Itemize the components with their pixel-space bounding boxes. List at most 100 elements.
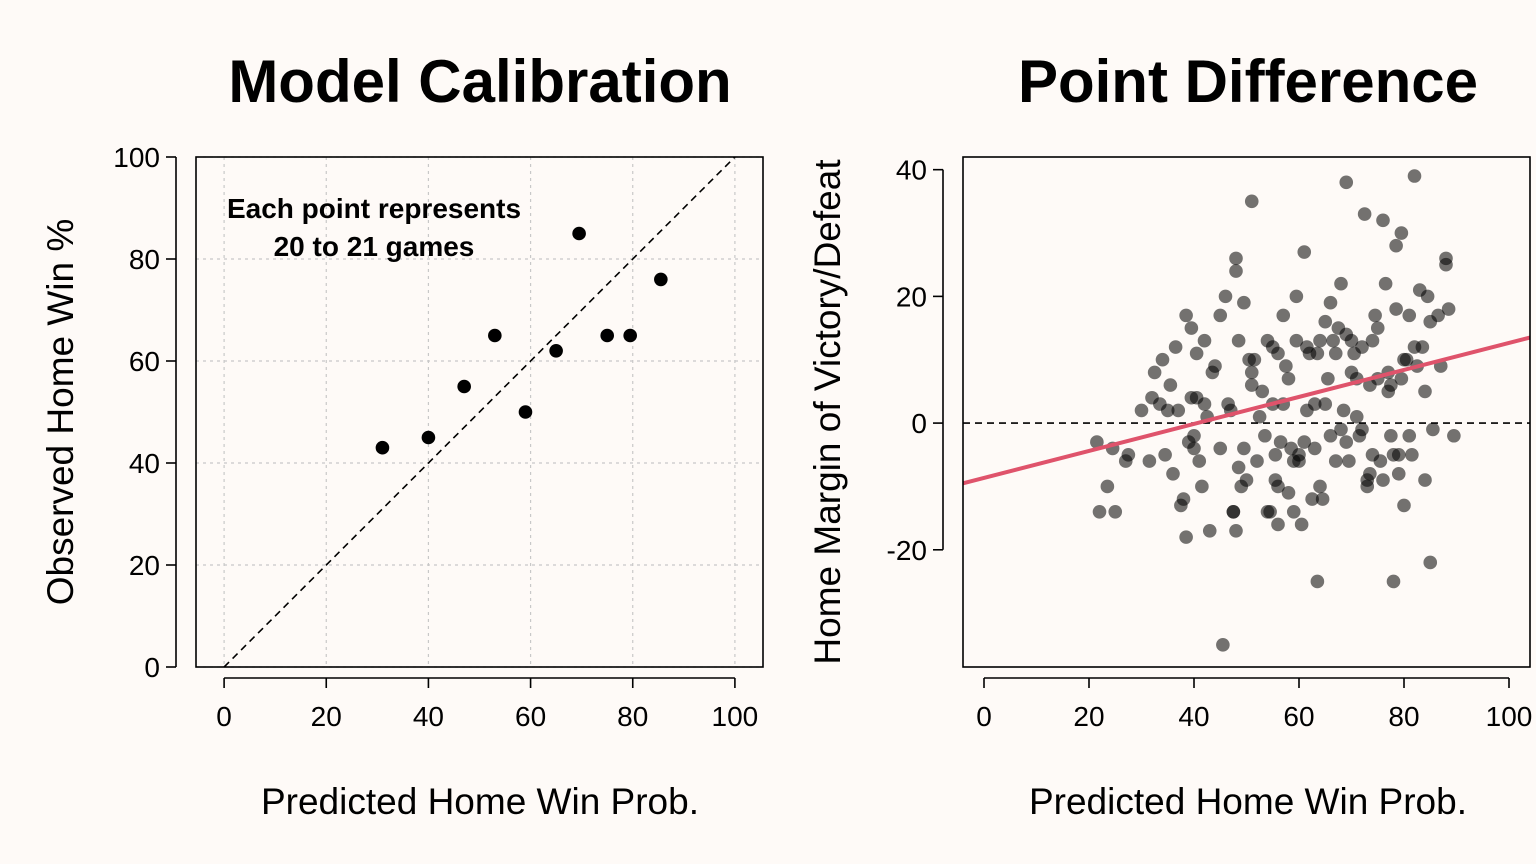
calibration-y-tick-label: 40	[129, 448, 160, 479]
point-difference-point	[1321, 371, 1335, 386]
point-difference-point	[1447, 428, 1461, 443]
point-difference-point	[1323, 428, 1338, 443]
calibration-point	[600, 328, 615, 343]
point-difference-point	[1355, 422, 1369, 437]
calibration-point	[488, 328, 502, 343]
point-difference-x-tick-label: 60	[1283, 701, 1314, 732]
point-difference-point	[1271, 517, 1285, 532]
point-difference-point	[1415, 340, 1430, 354]
calibration-title: Model Calibration	[228, 48, 731, 115]
point-difference-point	[1355, 340, 1369, 354]
calibration-point	[375, 440, 390, 455]
point-difference-point	[1166, 466, 1180, 481]
point-difference-point	[1237, 295, 1251, 310]
point-difference-point	[1441, 302, 1456, 316]
calibration-point	[623, 328, 637, 343]
point-difference-x-tick-label: 100	[1486, 701, 1533, 732]
point-difference-x-tick-label: 20	[1073, 701, 1104, 732]
calibration-y-tick-label: 0	[144, 652, 160, 683]
point-difference-point	[1276, 308, 1291, 323]
point-difference-point	[1184, 321, 1199, 335]
calibration-y-tick-label: 80	[129, 244, 160, 275]
point-difference-point	[1263, 504, 1277, 519]
point-difference-point	[1310, 346, 1325, 361]
point-difference-point	[1179, 308, 1193, 323]
calibration-chart: Model Calibration 0 20 40 60 80 100 0 20 40 60 80…	[40, 48, 764, 822]
point-difference-point	[1313, 333, 1327, 348]
point-difference-point	[1378, 276, 1393, 291]
point-difference-point	[1121, 447, 1136, 462]
point-difference-point	[1368, 308, 1382, 323]
point-difference-title: Point Difference	[1018, 48, 1478, 115]
point-difference-point	[1389, 302, 1403, 316]
point-difference-point	[1328, 346, 1343, 361]
point-difference-point	[1273, 435, 1288, 449]
point-difference-point	[1349, 409, 1364, 424]
point-difference-point	[1237, 441, 1251, 456]
point-difference-point	[1271, 346, 1285, 361]
point-difference-point	[1213, 308, 1228, 323]
point-difference-point	[1357, 207, 1372, 221]
point-difference-point	[1100, 479, 1115, 494]
calibration-x-tick-label: 100	[712, 701, 759, 732]
point-difference-plot-frame	[962, 156, 1531, 668]
point-difference-point	[1202, 523, 1217, 538]
calibration-point	[457, 379, 471, 394]
point-difference-point	[1208, 359, 1222, 373]
point-difference-point	[1339, 435, 1354, 449]
point-difference-point	[1297, 435, 1312, 449]
point-difference-point	[1229, 251, 1243, 266]
point-difference-point	[1189, 346, 1204, 361]
point-difference-point	[1294, 517, 1309, 532]
point-difference-point	[1279, 359, 1293, 373]
point-difference-point	[1418, 384, 1432, 399]
point-difference-point	[1229, 523, 1243, 538]
point-difference-point	[1271, 479, 1285, 494]
point-difference-point	[1134, 403, 1149, 418]
point-difference-point	[1286, 504, 1301, 519]
point-difference-point	[1389, 238, 1403, 253]
point-difference-point	[1192, 454, 1207, 468]
point-difference-point	[1142, 454, 1157, 468]
point-difference-point	[1281, 485, 1296, 500]
point-difference-point	[1363, 466, 1377, 481]
point-difference-x-tick-label: 80	[1388, 701, 1419, 732]
point-difference-point	[1244, 194, 1259, 209]
point-difference-point	[1386, 574, 1401, 589]
point-difference-y-tick-label: -20	[887, 535, 927, 566]
calibration-annotation-line-1: Each point represents	[227, 193, 521, 224]
point-difference-point	[1431, 308, 1445, 323]
point-difference-point	[1163, 378, 1178, 392]
point-difference-point	[1292, 454, 1306, 468]
point-difference-point	[1402, 428, 1417, 443]
point-difference-point	[1155, 352, 1170, 367]
calibration-x-tick-label: 0	[216, 701, 232, 732]
point-difference-point	[1195, 479, 1209, 494]
point-difference-y-tick-label: 0	[911, 408, 927, 439]
point-difference-point	[1179, 530, 1193, 544]
point-difference-point	[1384, 428, 1398, 443]
point-difference-chart: Point Difference 0 20 40 60 80 100 -20 0 20 40 P…	[807, 48, 1532, 822]
calibration-y-tick-label: 20	[129, 550, 160, 581]
point-difference-y-axis: -20 0 20 40	[887, 155, 944, 566]
point-difference-y-tick-label: 40	[896, 155, 927, 186]
calibration-point	[549, 344, 563, 358]
calibration-y-axis: 0 20 40 60 80 100	[113, 142, 177, 683]
point-difference-point	[1213, 441, 1228, 456]
regression-fit-line	[962, 335, 1531, 486]
point-difference-y-label: Home Margin of Victory/Defeat	[807, 159, 848, 665]
calibration-x-tick-label: 80	[617, 701, 648, 732]
point-difference-point	[1307, 397, 1322, 411]
point-difference-point	[1318, 397, 1333, 411]
point-difference-point	[1360, 479, 1375, 494]
point-difference-point	[1218, 289, 1233, 304]
point-difference-point	[1397, 498, 1411, 513]
calibration-x-tick-label: 60	[515, 701, 546, 732]
point-difference-point	[1226, 504, 1241, 519]
point-difference-point	[1090, 435, 1104, 449]
point-difference-point	[1399, 352, 1414, 367]
point-difference-point	[1268, 447, 1283, 462]
point-difference-point	[1252, 409, 1267, 424]
point-difference-point	[1394, 226, 1409, 240]
point-difference-x-tick-label: 0	[976, 701, 992, 732]
